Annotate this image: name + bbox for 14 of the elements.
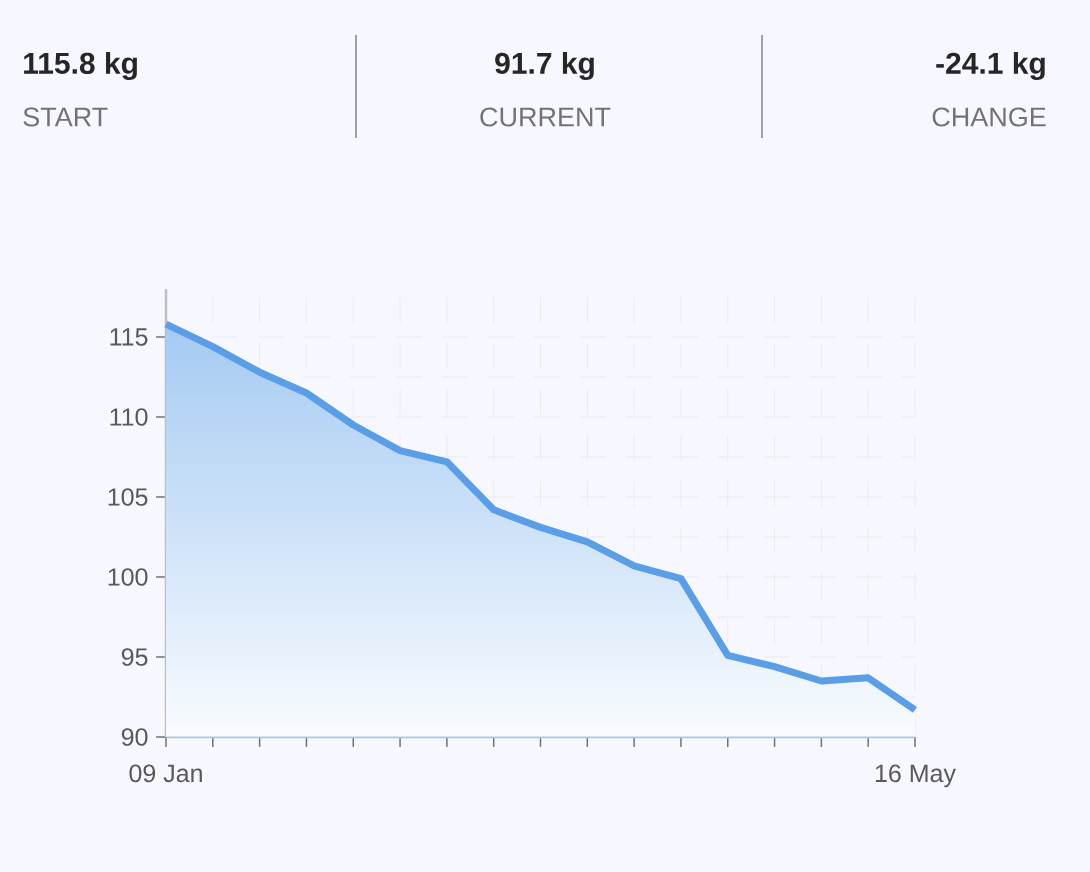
y-tick-label: 100 <box>108 568 148 586</box>
text: CURRENT <box>480 107 611 127</box>
text: 115.8 kg <box>24 51 137 81</box>
y-tick-label: 95 <box>121 648 148 666</box>
y-tick-label: 105 <box>108 488 148 506</box>
text: CHANGE <box>932 107 1046 127</box>
text: 91.7 kg <box>495 51 594 81</box>
y-tick-label: 115 <box>110 328 148 346</box>
x-tick-label: 09 Jan <box>129 764 202 783</box>
y-tick-label: 110 <box>110 408 148 426</box>
y-tick-label: 90 <box>121 728 148 746</box>
text: START <box>23 107 108 127</box>
text: -24.1 kg <box>936 51 1045 81</box>
x-tick-label: 16 May <box>875 764 956 788</box>
